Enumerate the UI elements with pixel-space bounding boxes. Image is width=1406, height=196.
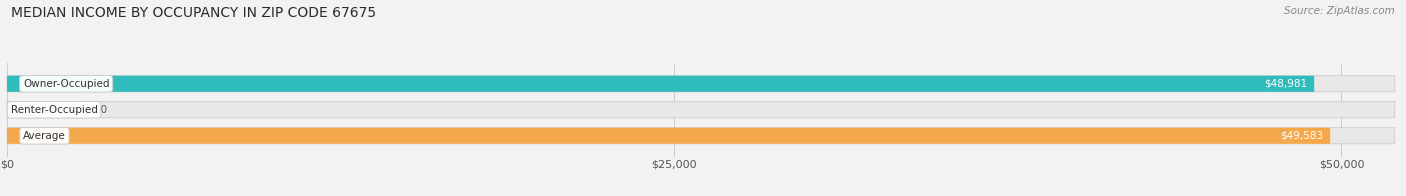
FancyBboxPatch shape <box>7 76 1395 92</box>
Text: $48,981: $48,981 <box>1264 79 1308 89</box>
Text: $49,583: $49,583 <box>1281 131 1323 141</box>
FancyBboxPatch shape <box>7 128 1330 144</box>
Text: Source: ZipAtlas.com: Source: ZipAtlas.com <box>1284 6 1395 16</box>
FancyBboxPatch shape <box>7 102 1395 118</box>
Text: Average: Average <box>22 131 66 141</box>
Text: Renter-Occupied: Renter-Occupied <box>11 105 97 115</box>
FancyBboxPatch shape <box>7 128 1395 144</box>
Text: Owner-Occupied: Owner-Occupied <box>22 79 110 89</box>
Text: MEDIAN INCOME BY OCCUPANCY IN ZIP CODE 67675: MEDIAN INCOME BY OCCUPANCY IN ZIP CODE 6… <box>11 6 377 20</box>
FancyBboxPatch shape <box>7 102 83 118</box>
FancyBboxPatch shape <box>7 76 1315 92</box>
Text: $0: $0 <box>94 105 108 115</box>
